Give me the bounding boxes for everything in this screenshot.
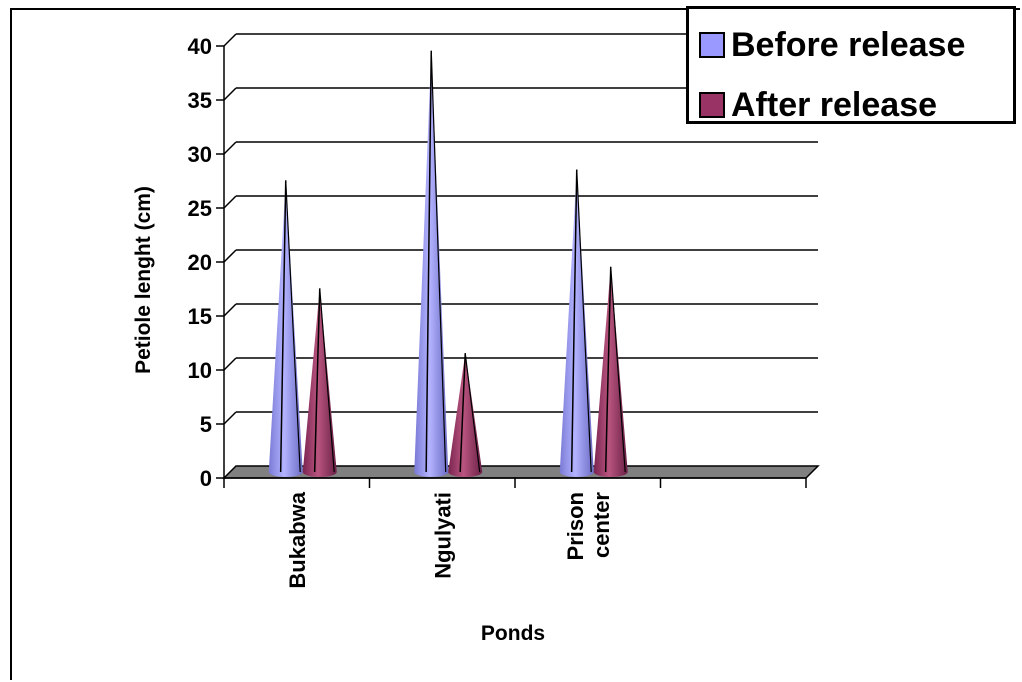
cone-edge bbox=[279, 180, 287, 473]
legend: Before release After release bbox=[686, 6, 1016, 124]
y-axis-title: Petiole lenght (cm) bbox=[132, 186, 155, 374]
category-label: Bukabwa bbox=[285, 491, 310, 588]
y-tick-label: 35 bbox=[188, 88, 212, 113]
cone-body bbox=[593, 266, 628, 477]
cone-edge-right bbox=[576, 169, 592, 473]
y-tick-label: 15 bbox=[188, 304, 212, 329]
cone-edge bbox=[313, 288, 321, 473]
x-axis-title: Ponds bbox=[481, 622, 545, 645]
gridline-diagonal bbox=[223, 33, 237, 47]
cone-edge bbox=[425, 50, 432, 473]
category-label: Ngulyati bbox=[430, 492, 455, 579]
chart-frame bbox=[10, 8, 1020, 680]
y-tick-label: 25 bbox=[188, 196, 212, 221]
y-axis: 0 5 10 15 20 25 30 35 40 bbox=[188, 34, 225, 491]
cone-body bbox=[448, 353, 483, 477]
y-tick-label: 10 bbox=[188, 358, 212, 383]
cone-after bbox=[448, 353, 483, 477]
cone-edge-right bbox=[319, 288, 335, 473]
cone-edge-right bbox=[430, 50, 447, 473]
legend-item-after: After release bbox=[699, 85, 937, 125]
y-tick-label: 20 bbox=[188, 250, 212, 275]
gridline-diagonal bbox=[223, 303, 237, 317]
cone-before bbox=[559, 169, 594, 477]
cone-edge bbox=[570, 169, 578, 473]
cone-edge bbox=[604, 266, 612, 473]
chart-marks bbox=[268, 50, 628, 478]
cone-edge-right bbox=[285, 180, 301, 473]
cone-before bbox=[268, 180, 303, 477]
x-axis: Bukabwa Ngulyati Prison center bbox=[223, 477, 807, 589]
gridline-diagonal bbox=[223, 195, 237, 209]
cone-after bbox=[593, 266, 628, 477]
y-tick-label: 0 bbox=[200, 466, 212, 491]
gridline-diagonal bbox=[223, 141, 237, 155]
gridline-diagonal bbox=[223, 249, 237, 263]
y-tick-label: 30 bbox=[188, 142, 212, 167]
cone-body bbox=[302, 288, 337, 477]
y-tick-label: 5 bbox=[200, 412, 212, 437]
category-label: Prison bbox=[563, 492, 588, 560]
y-tick-label: 40 bbox=[188, 34, 212, 59]
legend-label-after: After release bbox=[731, 85, 938, 124]
legend-label-before: Before release bbox=[731, 25, 966, 64]
cone-body bbox=[559, 169, 594, 477]
cone-after bbox=[302, 288, 337, 477]
cone-body bbox=[414, 50, 449, 478]
legend-swatch-before bbox=[699, 32, 725, 58]
cone-edge-right bbox=[464, 353, 481, 473]
cone-body bbox=[268, 180, 303, 477]
gridline-diagonal bbox=[223, 411, 237, 425]
gridline-diagonal bbox=[223, 87, 237, 101]
cone-before bbox=[414, 50, 449, 478]
legend-item-before: Before release bbox=[699, 25, 965, 65]
gridline-diagonal bbox=[223, 357, 237, 371]
cone-edge-right bbox=[610, 266, 626, 473]
legend-swatch-after bbox=[699, 92, 725, 118]
category-label: center bbox=[589, 492, 614, 558]
cone-edge bbox=[459, 353, 466, 473]
